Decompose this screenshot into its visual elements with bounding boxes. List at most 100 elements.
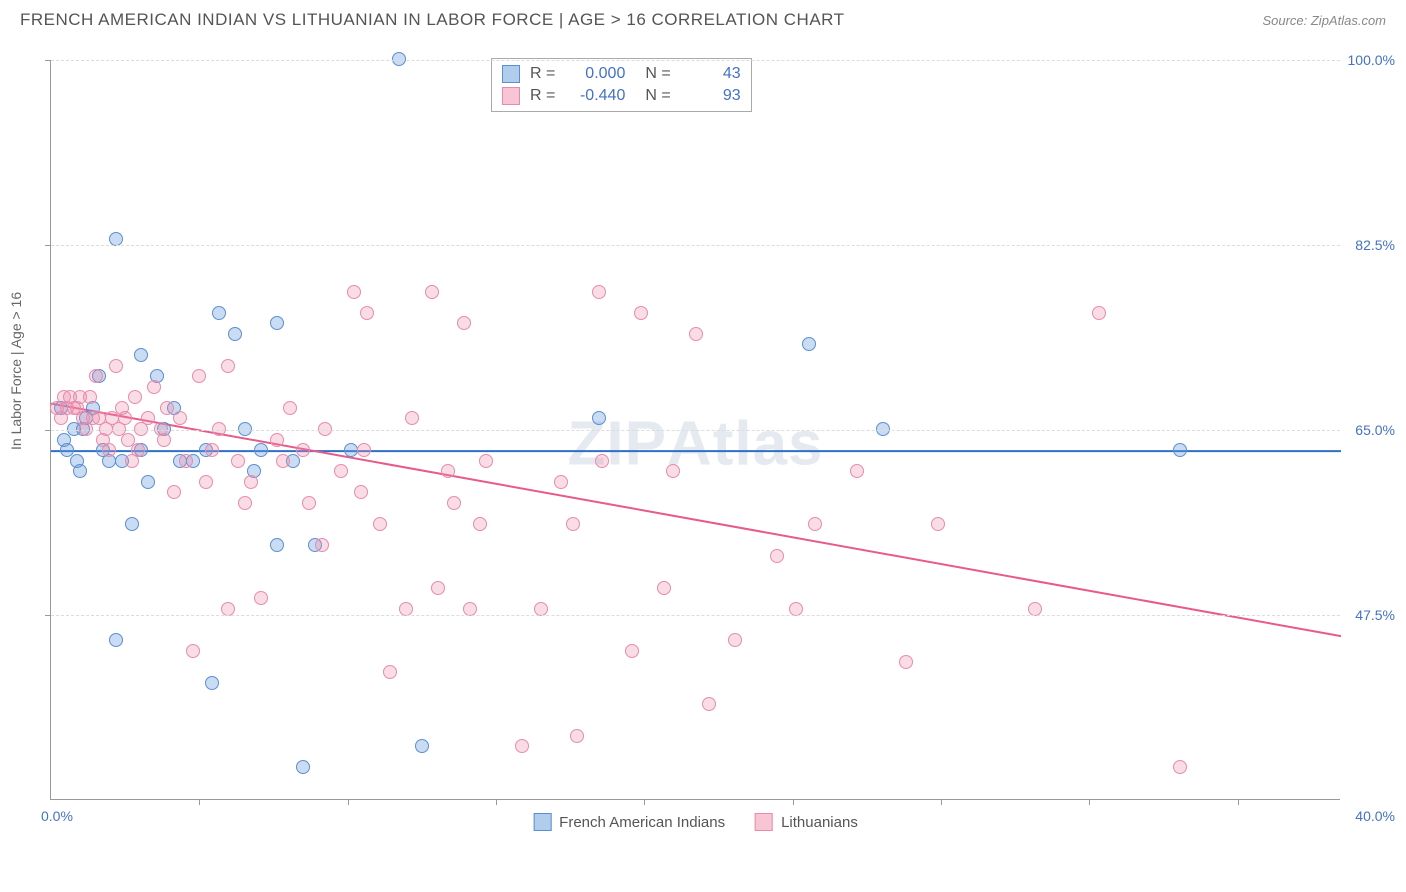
x-tick (1089, 799, 1090, 805)
data-point (1028, 602, 1042, 616)
data-point (212, 422, 226, 436)
data-point (147, 380, 161, 394)
data-point (296, 760, 310, 774)
data-point (228, 327, 242, 341)
swatch-series-a-icon (533, 813, 551, 831)
data-point (270, 316, 284, 330)
data-point (254, 591, 268, 605)
data-point (657, 581, 671, 595)
data-point (212, 306, 226, 320)
data-point (118, 411, 132, 425)
data-point (296, 443, 310, 457)
x-tick (941, 799, 942, 805)
x-axis-min: 0.0% (41, 808, 73, 824)
data-point (131, 443, 145, 457)
x-tick (644, 799, 645, 805)
x-tick (496, 799, 497, 805)
data-point (360, 306, 374, 320)
swatch-series-b-icon (755, 813, 773, 831)
data-point (463, 602, 477, 616)
y-tick-label: 47.5% (1355, 607, 1395, 623)
chart-title: FRENCH AMERICAN INDIAN VS LITHUANIAN IN … (20, 10, 845, 30)
data-point (357, 443, 371, 457)
data-point (850, 464, 864, 478)
data-point (192, 369, 206, 383)
data-point (186, 644, 200, 658)
data-point (592, 285, 606, 299)
data-point (931, 517, 945, 531)
source-label: Source: ZipAtlas.com (1262, 13, 1386, 28)
data-point (205, 443, 219, 457)
data-point (109, 633, 123, 647)
gridline (51, 245, 1340, 246)
data-point (373, 517, 387, 531)
data-point (244, 475, 258, 489)
data-point (473, 517, 487, 531)
data-point (802, 337, 816, 351)
data-point (1092, 306, 1106, 320)
data-point (141, 475, 155, 489)
swatch-series-a (502, 65, 520, 83)
data-point (399, 602, 413, 616)
data-point (283, 401, 297, 415)
y-tick-label: 82.5% (1355, 237, 1395, 253)
y-tick-label: 100.0% (1348, 52, 1395, 68)
data-point (334, 464, 348, 478)
data-point (141, 411, 155, 425)
x-tick (199, 799, 200, 805)
data-point (566, 517, 580, 531)
data-point (199, 475, 213, 489)
data-point (83, 390, 97, 404)
data-point (231, 454, 245, 468)
data-point (457, 316, 471, 330)
data-point (347, 285, 361, 299)
data-point (592, 411, 606, 425)
data-point (179, 454, 193, 468)
scatter-chart: ZIPAtlas R = 0.000 N = 43 R = -0.440 N =… (50, 60, 1340, 800)
gridline (51, 430, 1340, 431)
data-point (534, 602, 548, 616)
data-point (302, 496, 316, 510)
x-tick (793, 799, 794, 805)
x-tick (1238, 799, 1239, 805)
legend-series: French American Indians Lithuanians (533, 813, 858, 831)
data-point (689, 327, 703, 341)
data-point (128, 390, 142, 404)
data-point (392, 52, 406, 66)
data-point (270, 433, 284, 447)
data-point (876, 422, 890, 436)
data-point (270, 538, 284, 552)
data-point (205, 676, 219, 690)
data-point (125, 517, 139, 531)
y-tick (45, 430, 51, 431)
y-tick (45, 615, 51, 616)
data-point (276, 454, 290, 468)
data-point (702, 697, 716, 711)
data-point (318, 422, 332, 436)
data-point (515, 739, 529, 753)
trendline (51, 404, 1341, 637)
data-point (254, 443, 268, 457)
data-point (238, 496, 252, 510)
data-point (160, 401, 174, 415)
data-point (134, 348, 148, 362)
data-point (595, 454, 609, 468)
legend-correlation: R = 0.000 N = 43 R = -0.440 N = 93 (491, 58, 752, 112)
gridline (51, 615, 1340, 616)
gridline (51, 60, 1340, 61)
data-point (808, 517, 822, 531)
data-point (73, 464, 87, 478)
data-point (344, 443, 358, 457)
data-point (554, 475, 568, 489)
y-tick (45, 245, 51, 246)
data-point (238, 422, 252, 436)
data-point (167, 485, 181, 499)
data-point (425, 285, 439, 299)
x-tick (348, 799, 349, 805)
data-point (625, 644, 639, 658)
swatch-series-b (502, 87, 520, 105)
data-point (221, 602, 235, 616)
data-point (383, 665, 397, 679)
y-axis-label: In Labor Force | Age > 16 (8, 292, 24, 450)
data-point (102, 443, 116, 457)
